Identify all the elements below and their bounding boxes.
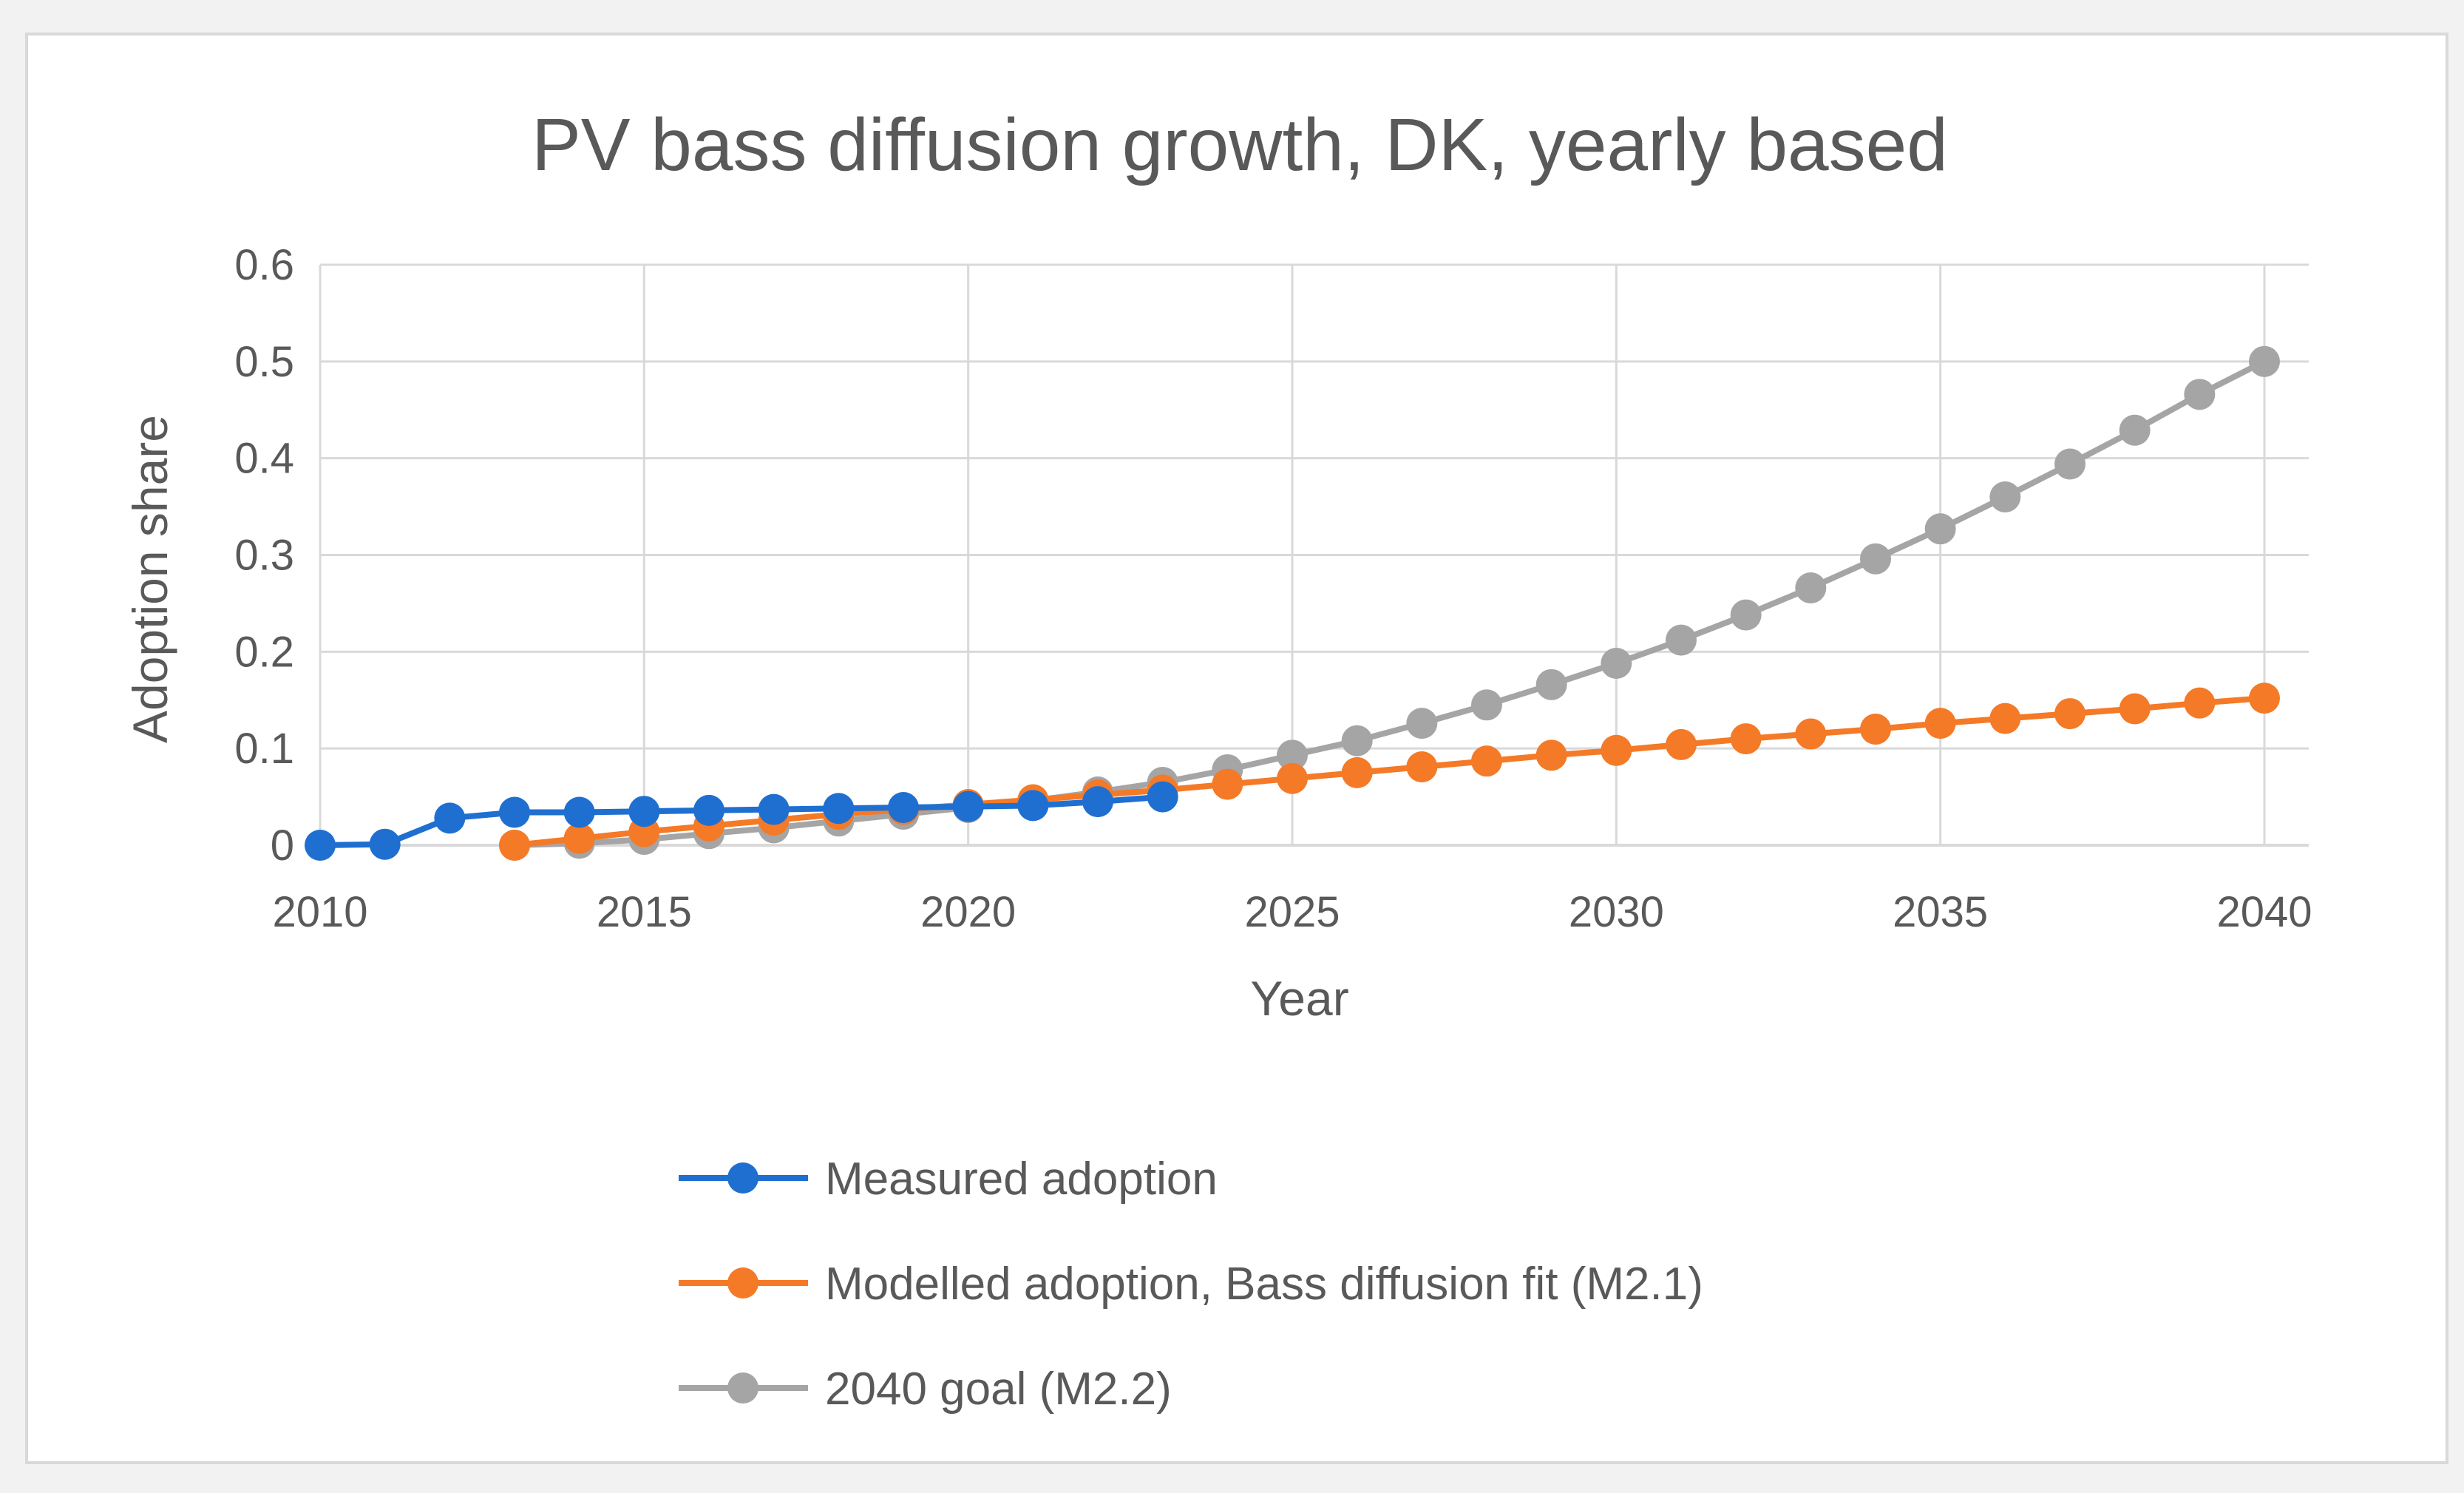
legend-label-modelled-adoption: Modelled adoption, Bass diffusion fit (M…	[825, 1259, 1703, 1310]
data-point-goal-2040	[1341, 725, 1373, 756]
y-tick-label: 0.5	[234, 338, 294, 386]
data-point-measured-adoption	[305, 830, 336, 861]
x-tick-label: 2015	[597, 888, 692, 936]
x-tick-label: 2020	[920, 888, 1016, 936]
legend-item-measured-adoption: Measured adoption	[679, 1154, 1218, 1205]
data-point-measured-adoption	[1147, 781, 1178, 813]
data-point-modelled-adoption	[1989, 703, 2021, 734]
data-point-goal-2040	[1860, 543, 1891, 575]
data-point-modelled-adoption	[1601, 734, 1632, 766]
data-point-measured-adoption	[693, 794, 724, 826]
legend-marker-modelled-adoption	[727, 1267, 758, 1299]
legend-marker-goal-2040	[727, 1372, 758, 1404]
x-tick-label: 2030	[1569, 888, 1664, 936]
data-point-goal-2040	[1666, 624, 1697, 656]
data-point-measured-adoption	[434, 802, 466, 834]
data-point-goal-2040	[1989, 481, 2021, 512]
series-goal-2040	[499, 345, 2280, 861]
data-point-goal-2040	[1535, 668, 1567, 700]
data-point-modelled-adoption	[1924, 708, 1956, 739]
series-measured-adoption	[305, 781, 1178, 861]
data-point-measured-adoption	[823, 793, 855, 825]
x-axis-ticks: 2010 2015 2020 2025 2030 2035 2040	[272, 888, 2312, 936]
y-tick-label: 0.1	[234, 725, 294, 773]
data-point-measured-adoption	[499, 796, 530, 828]
series-layer	[305, 345, 2280, 861]
data-point-goal-2040	[2249, 345, 2280, 377]
x-axis-label: Year	[1250, 971, 1348, 1026]
data-point-measured-adoption	[888, 791, 919, 823]
legend-label-measured-adoption: Measured adoption	[825, 1154, 1218, 1205]
legend: Measured adoption Modelled adoption, Bass…	[679, 1154, 1703, 1415]
legend-marker-measured-adoption	[727, 1162, 758, 1194]
legend-item-modelled-adoption: Modelled adoption, Bass diffusion fit (M…	[679, 1259, 1703, 1310]
data-point-modelled-adoption	[1860, 714, 1891, 745]
y-tick-label: 0.3	[234, 532, 294, 580]
data-point-goal-2040	[2119, 414, 2151, 446]
y-tick-label: 0.2	[234, 628, 294, 676]
data-point-measured-adoption	[369, 828, 401, 860]
data-point-goal-2040	[1795, 572, 1827, 603]
data-point-measured-adoption	[628, 796, 660, 827]
data-point-goal-2040	[1406, 708, 1438, 739]
data-point-modelled-adoption	[2054, 698, 2085, 730]
data-point-modelled-adoption	[499, 830, 530, 861]
data-point-modelled-adoption	[2184, 687, 2216, 719]
x-tick-label: 2010	[272, 888, 367, 936]
data-point-goal-2040	[1277, 739, 1308, 771]
y-tick-label: 0.6	[234, 241, 294, 289]
data-point-goal-2040	[1471, 689, 1502, 721]
y-tick-label: 0	[271, 822, 294, 870]
data-point-goal-2040	[1730, 599, 1762, 631]
data-point-modelled-adoption	[2249, 683, 2280, 714]
data-point-measured-adoption	[952, 790, 984, 822]
x-tick-label: 2025	[1244, 888, 1340, 936]
chart-title: PV bass diffusion growth, DK, yearly bas…	[532, 104, 1948, 186]
data-point-goal-2040	[2054, 448, 2085, 480]
data-point-modelled-adoption	[1277, 762, 1308, 794]
x-tick-label: 2040	[2216, 888, 2312, 936]
data-point-modelled-adoption	[563, 822, 595, 854]
y-axis-ticks: 0 0.1 0.2 0.3 0.4 0.5 0.6	[234, 241, 294, 870]
data-point-modelled-adoption	[1535, 739, 1567, 771]
data-point-goal-2040	[1924, 513, 1956, 545]
chart-container: PV bass diffusion growth, DK, yearly bas…	[25, 33, 2448, 1464]
legend-label-goal-2040: 2040 goal (M2.2)	[825, 1364, 1172, 1415]
legend-item-goal-2040: 2040 goal (M2.2)	[679, 1364, 1172, 1415]
gridlines	[319, 263, 2309, 845]
y-tick-label: 0.4	[234, 435, 294, 483]
data-point-modelled-adoption	[1730, 723, 1762, 755]
data-point-modelled-adoption	[1795, 718, 1827, 750]
data-point-modelled-adoption	[1406, 751, 1438, 783]
data-point-goal-2040	[2184, 379, 2216, 410]
data-point-modelled-adoption	[1212, 768, 1243, 800]
data-point-measured-adoption	[1017, 790, 1049, 822]
data-point-measured-adoption	[758, 793, 790, 825]
series-line-goal-2040	[512, 358, 2267, 848]
chart-svg: PV bass diffusion growth, DK, yearly bas…	[123, 104, 2312, 1415]
series-line-modelled-adoption	[512, 695, 2267, 848]
data-point-modelled-adoption	[1341, 756, 1373, 788]
x-tick-label: 2035	[1893, 888, 1988, 936]
data-point-measured-adoption	[1082, 786, 1113, 818]
data-point-modelled-adoption	[2119, 693, 2151, 725]
data-point-modelled-adoption	[1666, 728, 1697, 760]
data-point-measured-adoption	[563, 796, 595, 828]
data-point-goal-2040	[1601, 648, 1632, 680]
data-point-modelled-adoption	[1471, 745, 1502, 777]
y-axis-label: Adoption share	[123, 415, 177, 743]
